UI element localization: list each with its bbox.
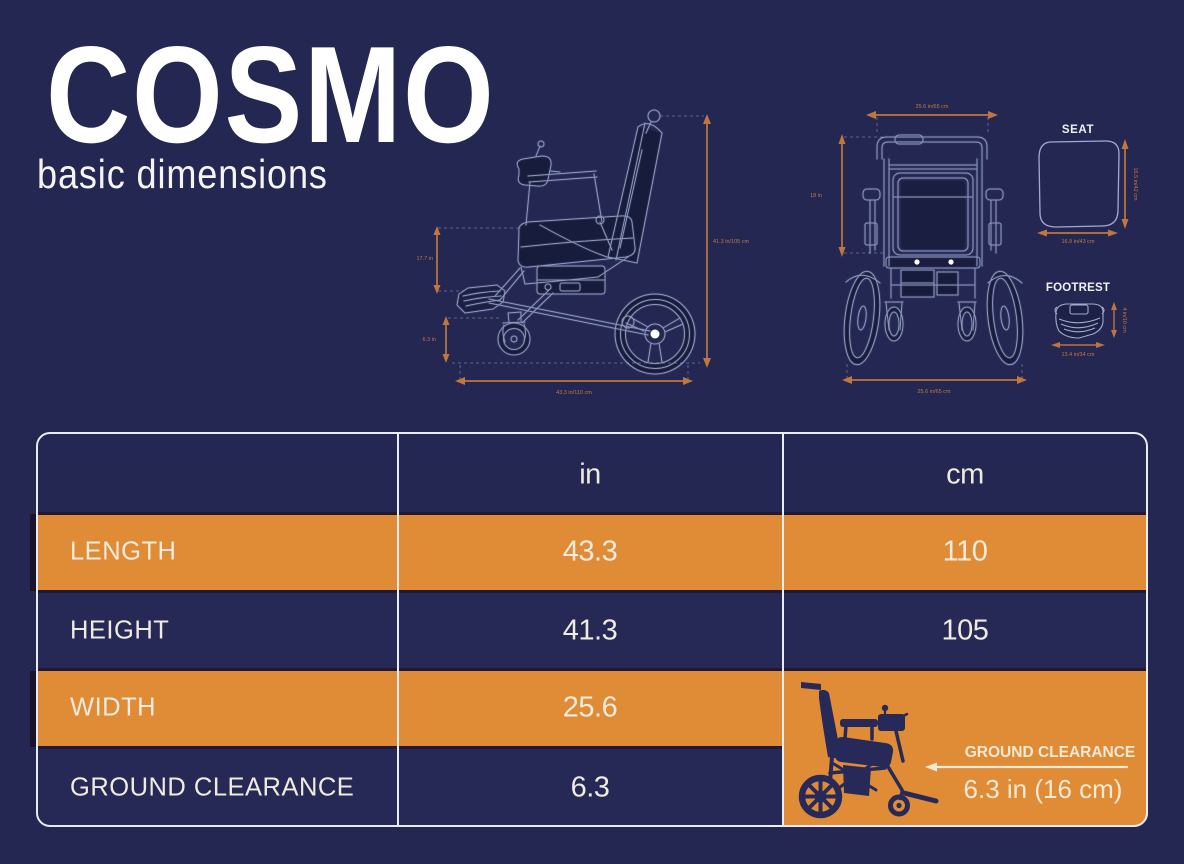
svg-text:13.4 in/34 cm: 13.4 in/34 cm [1061,352,1094,358]
svg-text:SEAT: SEAT [1062,124,1094,136]
svg-text:FOOTREST: FOOTREST [1046,282,1110,294]
svg-text:43.3 in/110 cm: 43.3 in/110 cm [556,390,592,396]
svg-text:17.7 in: 17.7 in [416,256,433,262]
svg-text:25.6 in/65 cm: 25.6 in/65 cm [917,389,950,395]
svg-text:18 in: 18 in [810,193,822,199]
svg-text:25.6 in/65 cm: 25.6 in/65 cm [915,104,948,110]
svg-text:4 in/10 cm: 4 in/10 cm [1121,307,1127,333]
svg-text:16.9 in/43 cm: 16.9 in/43 cm [1061,239,1094,245]
svg-text:16.5 in/42 cm: 16.5 in/42 cm [1132,167,1138,200]
svg-text:41.3 in/105 cm: 41.3 in/105 cm [713,239,749,245]
svg-text:6.3 in: 6.3 in [423,337,436,343]
